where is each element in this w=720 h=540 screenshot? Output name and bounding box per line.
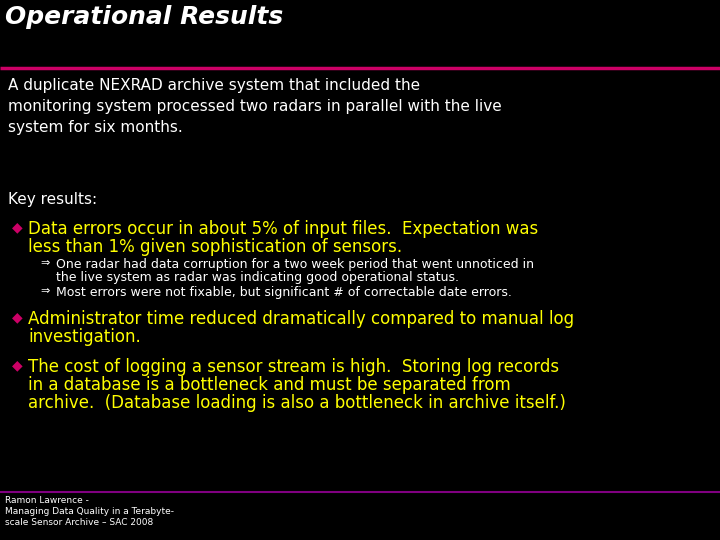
Text: Data errors occur in about 5% of input files.  Expectation was: Data errors occur in about 5% of input f… <box>28 220 539 238</box>
Text: Operational Results: Operational Results <box>5 5 283 29</box>
Text: investigation.: investigation. <box>28 328 140 346</box>
Text: in a database is a bottleneck and must be separated from: in a database is a bottleneck and must b… <box>28 376 510 394</box>
Text: archive.  (Database loading is also a bottleneck in archive itself.): archive. (Database loading is also a bot… <box>28 394 566 412</box>
Text: ◆: ◆ <box>12 220 22 234</box>
Text: ◆: ◆ <box>12 358 22 372</box>
Text: The cost of logging a sensor stream is high.  Storing log records: The cost of logging a sensor stream is h… <box>28 358 559 376</box>
Text: Most errors were not fixable, but significant # of correctable date errors.: Most errors were not fixable, but signif… <box>56 286 512 299</box>
Text: A duplicate NEXRAD archive system that included the
monitoring system processed : A duplicate NEXRAD archive system that i… <box>8 78 502 135</box>
Text: ◆: ◆ <box>12 310 22 324</box>
Text: Ramon Lawrence -
Managing Data Quality in a Terabyte-
scale Sensor Archive – SAC: Ramon Lawrence - Managing Data Quality i… <box>5 496 174 527</box>
Text: Administrator time reduced dramatically compared to manual log: Administrator time reduced dramatically … <box>28 310 574 328</box>
Text: ⇒: ⇒ <box>40 286 50 296</box>
Text: Key results:: Key results: <box>8 192 97 207</box>
Text: the live system as radar was indicating good operational status.: the live system as radar was indicating … <box>56 271 459 284</box>
Text: ⇒: ⇒ <box>40 258 50 268</box>
Text: less than 1% given sophistication of sensors.: less than 1% given sophistication of sen… <box>28 238 402 256</box>
Text: One radar had data corruption for a two week period that went unnoticed in: One radar had data corruption for a two … <box>56 258 534 271</box>
